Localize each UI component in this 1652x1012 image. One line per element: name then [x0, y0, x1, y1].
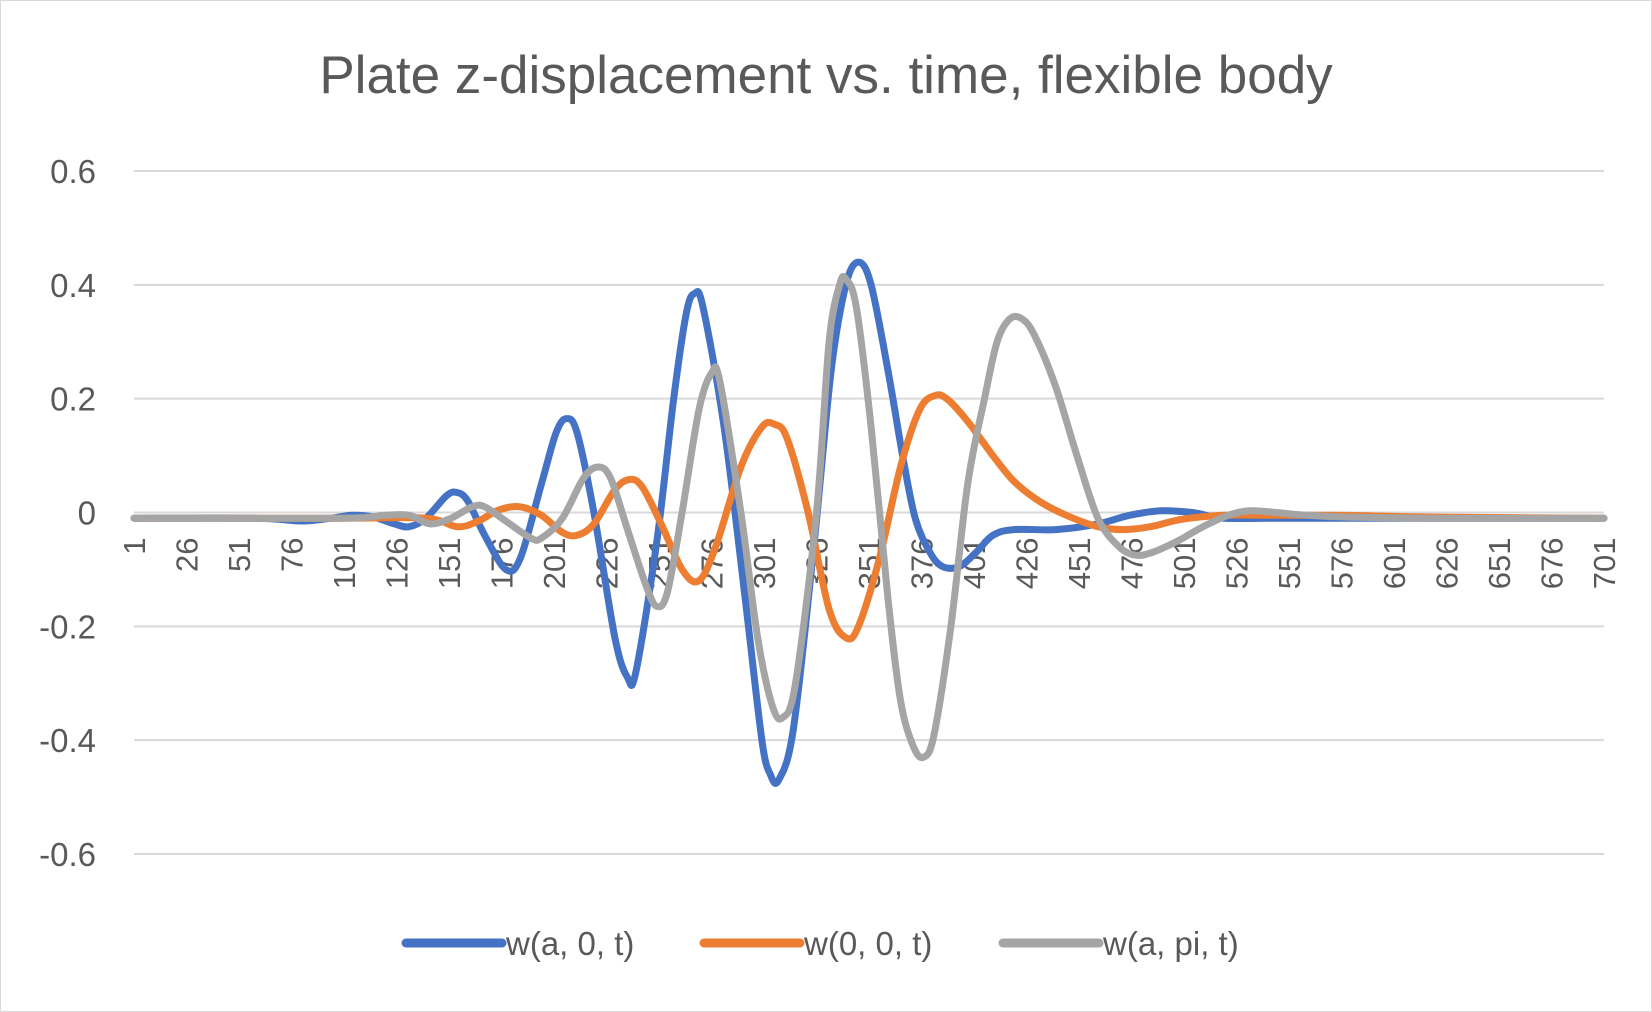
x-tick-label: 26 — [170, 538, 205, 572]
x-tick-label: 701 — [1587, 538, 1622, 590]
x-tick-label: 51 — [222, 538, 257, 572]
y-tick-label: -0.4 — [39, 722, 96, 759]
x-tick-label: 626 — [1430, 538, 1465, 590]
x-tick-label: 426 — [1010, 538, 1045, 590]
series-line-3 — [130, 272, 1608, 762]
chart-title: Plate z-displacement vs. time, flexible … — [319, 46, 1333, 105]
y-tick-label: 0 — [78, 495, 96, 532]
legend-label-2: w(0, 0, t) — [803, 925, 932, 962]
series-line-2 — [130, 391, 1608, 643]
y-tick-label: -0.6 — [39, 836, 96, 873]
y-tick-label: 0.2 — [50, 381, 96, 418]
x-tick-label: 576 — [1325, 538, 1360, 590]
y-tick-label: 0.6 — [50, 153, 96, 190]
x-tick-label: 651 — [1482, 538, 1517, 590]
y-axis-ticks: 0.6 0.4 0.2 0 -0.2 -0.4 -0.6 — [39, 153, 96, 873]
series-lines — [130, 258, 1608, 787]
x-tick-label: 151 — [432, 538, 467, 590]
x-tick-label: 601 — [1377, 538, 1412, 590]
x-tick-label: 201 — [537, 538, 572, 590]
legend-label-1: w(a, 0, t) — [505, 925, 634, 962]
x-tick-label: 676 — [1535, 538, 1570, 590]
x-tick-label: 126 — [380, 538, 415, 590]
legend: w(a, 0, t) w(0, 0, t) w(a, pi, t) — [401, 925, 1239, 962]
y-tick-label: 0.4 — [50, 267, 96, 304]
x-tick-label: 76 — [275, 538, 310, 572]
x-tick-label: 451 — [1062, 538, 1097, 590]
x-tick-label: 526 — [1220, 538, 1255, 590]
series-line-1 — [130, 258, 1608, 787]
x-tick-label: 551 — [1272, 538, 1307, 590]
x-tick-label: 1 — [117, 538, 152, 555]
legend-label-3: w(a, pi, t) — [1102, 925, 1239, 962]
x-tick-label: 101 — [327, 538, 362, 590]
y-tick-label: -0.2 — [39, 608, 96, 645]
